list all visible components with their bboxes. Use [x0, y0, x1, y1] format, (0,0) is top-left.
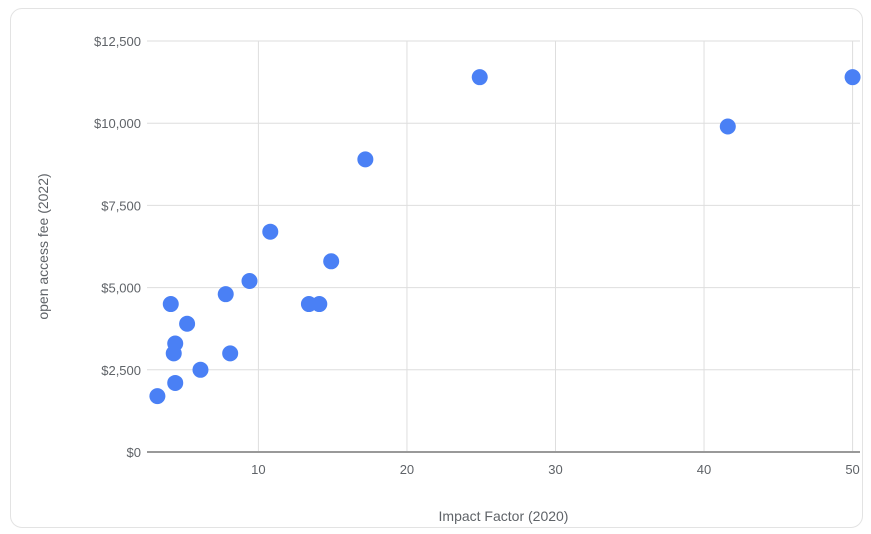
data-point[interactable]: [719, 118, 736, 135]
data-point[interactable]: [222, 345, 239, 362]
y-axis-title: open access fee (2022): [35, 173, 51, 319]
chart-card: [10, 8, 863, 528]
data-point[interactable]: [149, 388, 166, 405]
axes: $0 $2,500 $5,000 $7,500 $10,000 $12,500 10 20 30…: [94, 34, 860, 477]
x-tick-label: 30: [548, 462, 562, 477]
data-points: [149, 69, 861, 405]
x-tick-label: 50: [845, 462, 859, 477]
y-tick-label: $12,500: [94, 34, 141, 49]
data-point[interactable]: [162, 296, 179, 313]
data-point[interactable]: [241, 273, 258, 290]
x-tick-label: 10: [251, 462, 265, 477]
data-point[interactable]: [167, 374, 184, 391]
y-tick-label: $2,500: [101, 363, 141, 378]
x-tick-label: 20: [400, 462, 414, 477]
data-point[interactable]: [179, 315, 196, 332]
data-point[interactable]: [192, 361, 209, 378]
data-point[interactable]: [357, 151, 374, 168]
y-tick-label: $7,500: [101, 198, 141, 213]
data-point[interactable]: [323, 253, 340, 270]
x-tick-label: 40: [697, 462, 711, 477]
y-tick-label: $5,000: [101, 281, 141, 296]
data-point[interactable]: [262, 223, 279, 240]
grid: [147, 40, 860, 452]
data-point[interactable]: [471, 69, 488, 86]
data-point[interactable]: [844, 69, 861, 86]
x-axis-title: Impact Factor (2020): [439, 508, 569, 524]
data-point[interactable]: [311, 296, 328, 313]
y-tick-label: $10,000: [94, 116, 141, 131]
data-point[interactable]: [217, 286, 234, 303]
y-tick-label: $0: [127, 445, 141, 460]
data-point[interactable]: [167, 335, 184, 352]
